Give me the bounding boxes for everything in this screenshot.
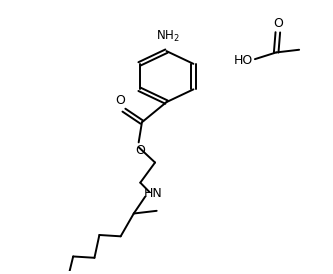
Text: HO: HO [234,54,253,67]
Text: NH$_2$: NH$_2$ [156,29,180,44]
Text: O: O [273,17,283,30]
Text: O: O [136,144,145,157]
Text: HN: HN [144,187,162,200]
Text: O: O [116,95,126,107]
